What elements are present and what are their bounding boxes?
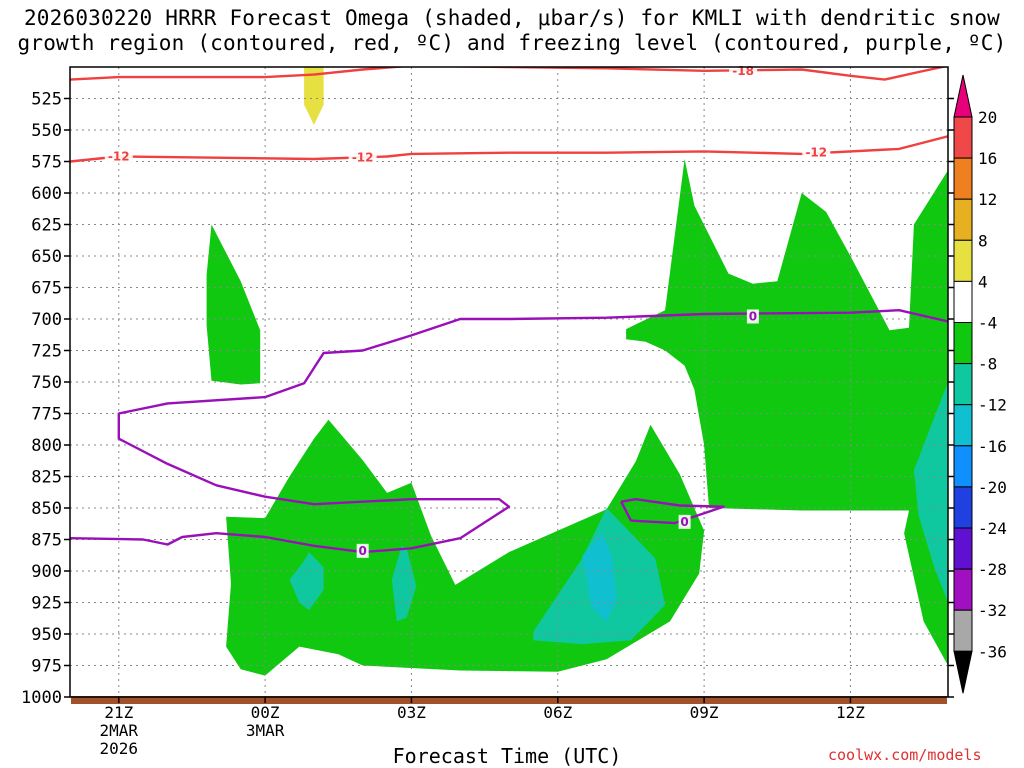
ytick-label-700: 700: [31, 310, 62, 330]
xtick-label-00Z: 00Z: [251, 703, 280, 722]
ytick-label-800: 800: [31, 436, 62, 456]
freezing-contour-0: [70, 309, 948, 554]
colorbar-box-5: [953, 322, 973, 365]
y-axis-ticks: 525 550 575 600 625 650 675 700 725 750 775 800 825 8…: [21, 90, 954, 708]
omega-region-1: [206, 224, 261, 385]
colorbar-box-10: [953, 527, 973, 570]
colorbar-label-4: 4: [978, 272, 988, 291]
ytick-label-550: 550: [31, 121, 62, 141]
freezing-label-bg-0-0: [356, 543, 369, 558]
omega-region-3: [626, 159, 948, 666]
xtick-label-06Z: 06Z: [543, 703, 572, 722]
omega-region-8: [913, 382, 948, 603]
ytick-label-675: 675: [31, 279, 62, 299]
chart-title-line-1: 2026030220 HRRR Forecast Omega (shaded, …: [23, 6, 1001, 30]
colorbar-box-4: [953, 280, 973, 323]
omega-region-0: [304, 67, 324, 125]
omega-shading: [206, 67, 948, 676]
colorbar-label-12: -32: [978, 601, 1007, 620]
xtick-label-09Z: 09Z: [690, 703, 719, 722]
colorbar-box-7: [953, 404, 973, 447]
ytick-label-525: 525: [31, 90, 62, 110]
colorbar-label-8: -16: [978, 437, 1007, 456]
xtick-label-12Z: 12Z: [836, 703, 865, 722]
credit-link[interactable]: coolwx.com/models: [828, 746, 982, 764]
colorbar-box-0: [953, 116, 973, 159]
ytick-label-825: 825: [31, 468, 62, 488]
colorbar-box-8: [953, 445, 973, 488]
dgz-contour-0: [70, 67, 948, 81]
freezing-label-0-0: 0: [358, 544, 366, 558]
ytick-label-1000: 1000: [21, 688, 62, 708]
colorbar-label-3: 8: [978, 231, 988, 250]
ytick-label-975: 975: [31, 657, 62, 677]
ytick-label-625: 625: [31, 216, 62, 236]
colorbar-label-10: -24: [978, 519, 1007, 538]
ytick-label-650: 650: [31, 247, 62, 267]
xtick-sub2-21Z: 2026: [100, 739, 139, 758]
ytick-label-900: 900: [31, 562, 62, 582]
omega-region-4: [289, 552, 324, 611]
dgz-label-0-0: -18: [732, 64, 754, 78]
xtick-label-21Z: 21Z: [104, 703, 133, 722]
colorbar-label-5: -4: [978, 314, 997, 333]
colorbar-box-3: [953, 239, 973, 282]
xtick-label-03Z: 03Z: [397, 703, 426, 722]
ytick-label-925: 925: [31, 594, 62, 614]
colorbar: 20 16 12 8 4 -4 -8 -12 -16 -20 -24 -28 -32 -36: [953, 74, 1007, 694]
dgz-label-bg-1-2: [802, 145, 831, 160]
colorbar-box-9: [953, 486, 973, 529]
dgz-label-1-2: -12: [805, 146, 827, 160]
colorbar-label-13: -36: [978, 642, 1007, 661]
colorbar-label-1: 16: [978, 149, 997, 168]
ytick-label-575: 575: [31, 153, 62, 173]
freezing-contour-1: [620, 498, 725, 525]
colorbar-label-0: 20: [978, 108, 997, 127]
x-axis-title: Forecast Time (UTC): [392, 744, 622, 768]
ytick-label-950: 950: [31, 625, 62, 645]
ground-band: [71, 696, 947, 704]
dgz-label-1-1: -12: [352, 151, 374, 165]
colorbar-label-6: -8: [978, 355, 997, 374]
freezing-label-bg-1-0: [678, 514, 691, 529]
omega-region-7: [582, 533, 617, 622]
contour-labels: -18 -12 -12 -12 0 0 0: [104, 63, 831, 558]
dgz-label-bg-1-1: [348, 150, 377, 165]
ytick-label-775: 775: [31, 405, 62, 425]
ytick-label-600: 600: [31, 184, 62, 204]
colorbar-label-7: -12: [978, 396, 1007, 415]
freezing-label-1-0: 0: [680, 515, 688, 529]
xtick-sub1-21Z: 2MAR: [100, 721, 139, 740]
colorbar-label-2: 12: [978, 190, 997, 209]
colorbar-box-2: [953, 198, 973, 241]
ground-surface: [71, 696, 947, 704]
colorbar-label-11: -28: [978, 560, 1007, 579]
dgz-label-1-0: -12: [108, 149, 130, 163]
chart-title-line-2: growth region (contoured, red, ºC) and f…: [17, 31, 1007, 55]
colorbar-label-9: -20: [978, 478, 1007, 497]
colorbar-bottom-arrow: [953, 650, 973, 694]
freezing-label-bg-0-1: [746, 309, 759, 324]
colorbar-top-arrow: [953, 74, 973, 118]
ytick-label-850: 850: [31, 499, 62, 519]
freezing-label-0-1: 0: [749, 309, 757, 323]
dgz-label-bg-1-0: [104, 149, 133, 164]
colorbar-box-1: [953, 157, 973, 200]
colorbar-box-11: [953, 568, 973, 611]
colorbar-box-6: [953, 363, 973, 406]
xtick-sub1-00Z: 3MAR: [246, 721, 285, 740]
ytick-label-875: 875: [31, 531, 62, 551]
ytick-label-725: 725: [31, 342, 62, 362]
colorbar-box-12: [953, 609, 973, 652]
omega-region-5: [391, 545, 417, 622]
ytick-label-750: 750: [31, 373, 62, 393]
